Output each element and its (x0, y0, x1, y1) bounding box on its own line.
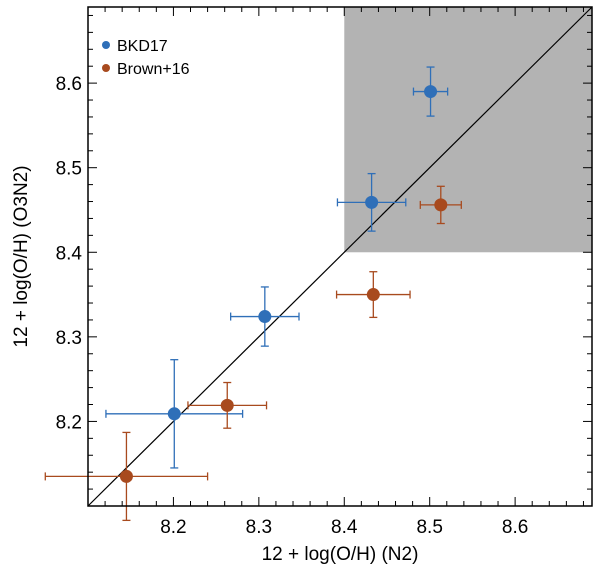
data-point (366, 288, 380, 302)
x-tick-label: 8.6 (502, 517, 528, 538)
one-to-one-line-group (87, 6, 593, 507)
data-points (44, 66, 462, 522)
y-axis-label: 12 + log(O/H) (O3N2) (11, 165, 32, 347)
y-tick-label: 8.6 (56, 74, 82, 95)
legend: BKD17 Brown+16 (102, 38, 190, 78)
data-point (258, 310, 272, 324)
data-point (119, 469, 133, 483)
x-tick-label: 8.3 (246, 517, 272, 538)
legend-label: Brown+16 (117, 61, 190, 78)
y-tick-label: 8.5 (56, 159, 82, 180)
x-tick-label: 8.4 (331, 517, 358, 538)
plot-frame (87, 6, 593, 507)
x-tick-label: 8.2 (160, 517, 186, 538)
data-point (365, 195, 379, 209)
data-point (424, 85, 438, 99)
x-tick-label: 8.5 (416, 517, 442, 538)
legend-marker (102, 64, 110, 72)
series-bkd17 (105, 66, 449, 469)
y-tick-label: 8.4 (56, 243, 83, 264)
data-point (220, 398, 234, 412)
legend-label: BKD17 (117, 38, 168, 55)
data-point (434, 198, 448, 212)
y-tick-label: 8.3 (56, 328, 82, 349)
data-point (167, 407, 181, 421)
y-tick-label: 8.2 (56, 412, 82, 433)
tick-labels: 8.2 8.3 8.4 8.5 8.6 8.2 8.3 8.4 8.5 8.6 (56, 74, 529, 538)
series-brown16 (44, 185, 462, 522)
one-to-one-line (87, 6, 593, 507)
x-axis-label: 12 + log(O/H) (N2) (262, 544, 419, 565)
legend-marker (102, 41, 110, 49)
